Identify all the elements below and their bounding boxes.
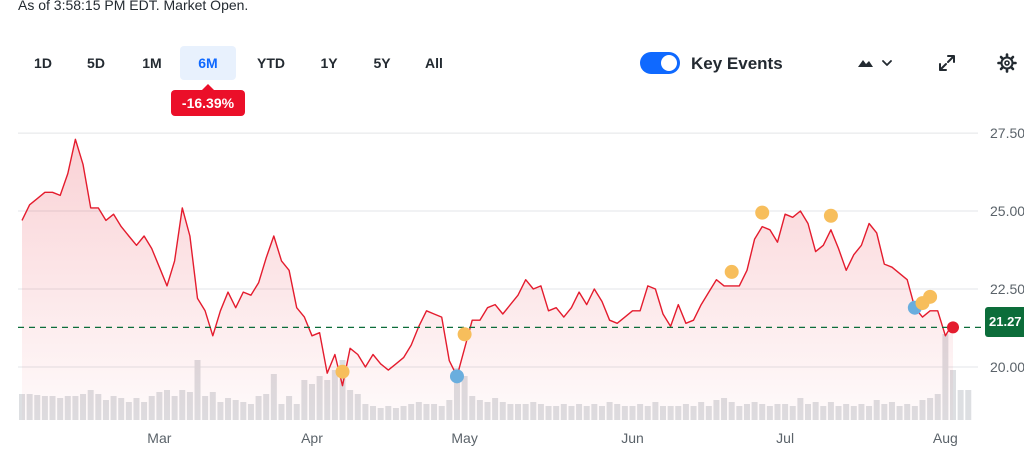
price-area xyxy=(22,139,953,421)
range-1y[interactable]: 1Y xyxy=(320,55,338,71)
key-event-marker[interactable] xyxy=(449,369,464,384)
settings-button[interactable] xyxy=(992,50,1022,76)
gear-icon xyxy=(997,53,1017,73)
x-tick-label: May xyxy=(451,430,477,446)
range-1d[interactable]: 1D xyxy=(34,55,52,71)
key-event-marker[interactable] xyxy=(724,264,739,279)
key-events-toggle[interactable] xyxy=(640,52,680,74)
current-price-tag: 21.27 xyxy=(985,307,1024,337)
key-events-label: Key Events xyxy=(691,54,783,73)
y-axis: 27.50 25.00 22.50 20.00 xyxy=(990,125,1024,375)
x-tick-label: Aug xyxy=(933,430,958,446)
expand-icon xyxy=(939,55,955,71)
x-axis: Mar Apr May Jun Jul Aug xyxy=(147,430,958,446)
volume-bar xyxy=(957,390,964,420)
range-1m[interactable]: 1M xyxy=(142,55,162,71)
change-badge: -16.39% xyxy=(171,84,245,116)
key-events xyxy=(335,205,959,384)
current-price-dot xyxy=(947,321,959,334)
key-event-marker[interactable] xyxy=(335,364,350,379)
range-all[interactable]: All xyxy=(425,55,443,71)
y-tick-label: 20.00 xyxy=(990,359,1024,375)
key-event-marker[interactable] xyxy=(823,208,838,223)
toggle-knob xyxy=(661,55,677,71)
y-tick-label: 25.00 xyxy=(990,203,1024,219)
as-of-timestamp: As of 3:58:15 PM EDT. Market Open. xyxy=(18,0,249,13)
chart-type-button[interactable] xyxy=(852,50,896,76)
range-5d[interactable]: 5D xyxy=(87,55,105,71)
key-event-marker[interactable] xyxy=(755,205,770,220)
key-event-marker[interactable] xyxy=(923,289,938,304)
price-line xyxy=(21,138,954,387)
range-6m[interactable]: 6M xyxy=(180,46,236,80)
range-ytd[interactable]: YTD xyxy=(257,55,285,71)
x-tick-label: Mar xyxy=(147,430,171,446)
range-5y[interactable]: 5Y xyxy=(373,55,391,71)
x-tick-label: Jul xyxy=(776,430,794,446)
y-tick-label: 27.50 xyxy=(990,125,1024,141)
volume-bar xyxy=(965,390,972,420)
expand-button[interactable] xyxy=(932,50,962,76)
key-event-marker[interactable] xyxy=(457,327,472,342)
x-tick-label: Jun xyxy=(621,430,644,446)
x-tick-label: Apr xyxy=(301,430,323,446)
y-tick-label: 22.50 xyxy=(990,281,1024,297)
mountain-chart-icon xyxy=(858,60,892,67)
